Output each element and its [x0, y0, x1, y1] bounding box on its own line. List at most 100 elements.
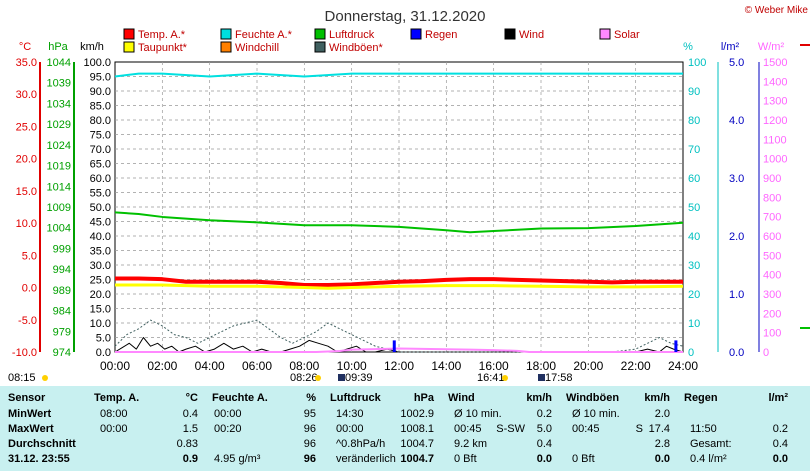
legend-swatch	[314, 28, 326, 40]
x-tick: 02:00	[147, 359, 177, 373]
header-rain: Regen	[684, 392, 718, 404]
wind-tick: 60.0	[90, 173, 111, 185]
temp-value: 0.83	[176, 438, 198, 450]
rain-value: 0.0	[772, 453, 788, 465]
solar-tick: 800	[763, 192, 781, 204]
wind-tick: 30.0	[90, 260, 111, 272]
pressure-time: ^0.8hPa/h	[336, 438, 386, 450]
header-temp-unit: °C	[185, 392, 198, 404]
series-line	[114, 211, 684, 234]
rain-tick: 5.0	[729, 57, 744, 69]
humidity-value: 96	[303, 438, 316, 450]
moon-icon	[538, 374, 545, 381]
legend-swatch	[599, 28, 611, 40]
temp-value: 0.9	[182, 453, 198, 465]
sun-event-label: 17:58	[545, 372, 573, 384]
temp-unit: °C	[19, 41, 31, 53]
pressure-tick: 1004	[47, 223, 71, 235]
legend-swatch	[410, 28, 422, 40]
legend-label: Luftdruck	[329, 29, 375, 41]
legend-label: Taupunkt*	[138, 42, 188, 54]
solar-tick: 400	[763, 270, 781, 282]
solar-tick: 1000	[763, 154, 787, 166]
series-line	[114, 72, 683, 78]
pressure-tick: 994	[53, 264, 71, 276]
chart-title: Donnerstag, 31.12.2020	[325, 8, 486, 25]
humidity-value: 96	[303, 453, 316, 465]
humidity-tick: 60	[688, 173, 700, 185]
wind-time: 9.2 km	[454, 438, 488, 450]
wind-tick: 85.0	[90, 101, 111, 113]
header-wind-unit: km/h	[526, 392, 552, 404]
pressure-tick: 1019	[47, 161, 71, 173]
temp-value: 1.5	[182, 423, 198, 435]
solar-tick: 300	[763, 289, 781, 301]
legend-swatch	[314, 41, 326, 53]
solar-tick: 1100	[763, 134, 787, 146]
solar-tick: 100	[763, 328, 781, 340]
sun-event-label: 09:39	[345, 372, 373, 384]
humidity-tick: 0	[688, 347, 694, 359]
legend-swatch	[123, 41, 135, 53]
rain-tick: 4.0	[729, 115, 744, 127]
wind-tick: 95.0	[90, 72, 111, 84]
row-label: MaxWert	[8, 423, 54, 435]
humidity-tick: 70	[688, 144, 700, 156]
rain-tick: 1.0	[729, 289, 744, 301]
humidity-unit: %	[683, 41, 693, 53]
solar-tick: 500	[763, 250, 781, 262]
x-tick: 12:00	[384, 359, 414, 373]
rain-bar	[392, 340, 396, 352]
wind-unit: km/h	[80, 41, 104, 53]
x-tick: 24:00	[668, 359, 698, 373]
series-line	[115, 276, 683, 287]
legend-swatch	[123, 28, 135, 40]
solar-tick: 200	[763, 308, 781, 320]
header-pressure: Luftdruck	[330, 392, 381, 404]
wind-value: 0.4	[536, 438, 552, 450]
gust-value: 2.8	[654, 438, 670, 450]
humidity-tick: 40	[688, 231, 700, 243]
rain-time: 0.4 l/m²	[690, 453, 727, 465]
x-tick: 22:00	[621, 359, 651, 373]
rain-tick: 2.0	[729, 231, 744, 243]
legend-label: Windböen*	[329, 42, 384, 54]
pressure-tick: 1024	[47, 140, 71, 152]
wind-value: 0.2	[536, 408, 552, 420]
wind-time: 00:45	[454, 423, 482, 435]
rain-value: 0.2	[772, 423, 788, 435]
gust-time: 00:45	[572, 423, 600, 435]
sun-icon	[42, 375, 48, 381]
gust-time: 0 Bft	[572, 453, 595, 465]
humidity-tick: 100	[688, 57, 706, 69]
humidity-tick: 10	[688, 318, 700, 330]
legend-label: Wind	[519, 29, 544, 41]
header-gust: Windböen	[566, 392, 620, 404]
pressure-value: 1004.7	[400, 453, 434, 465]
x-tick: 10:00	[337, 359, 367, 373]
humidity-value: 96	[303, 423, 316, 435]
gust-time: Ø 10 min.	[572, 408, 620, 420]
header-humidity-unit: %	[306, 392, 316, 404]
legend-label: Temp. A.*	[138, 29, 186, 41]
solar-tick: 1200	[763, 115, 787, 127]
humidity-tick: 50	[688, 202, 700, 214]
sun-event-label: 08:15	[8, 372, 36, 384]
wind-tick: 80.0	[90, 115, 111, 127]
sun-icon	[315, 375, 321, 381]
pressure-tick: 999	[53, 243, 71, 255]
wind-value: 5.0	[536, 423, 552, 435]
humidity-time: 00:20	[214, 423, 242, 435]
stats-table: Sensor Temp. A. °C Feuchte A.% Luftdruck hPa W…	[0, 386, 810, 471]
wind-dir: S-SW	[496, 423, 525, 435]
legend-label: Regen	[425, 29, 457, 41]
legend-label: Solar	[614, 29, 640, 41]
wind-time: 0 Bft	[454, 453, 477, 465]
pressure-tick: 1039	[47, 78, 71, 90]
rain-value: 0.4	[772, 438, 788, 450]
header-gust-unit: km/h	[644, 392, 670, 404]
x-tick: 06:00	[242, 359, 272, 373]
wind-tick: 15.0	[90, 304, 111, 316]
credit-text: © Weber Mike	[745, 5, 809, 16]
x-tick: 04:00	[195, 359, 225, 373]
